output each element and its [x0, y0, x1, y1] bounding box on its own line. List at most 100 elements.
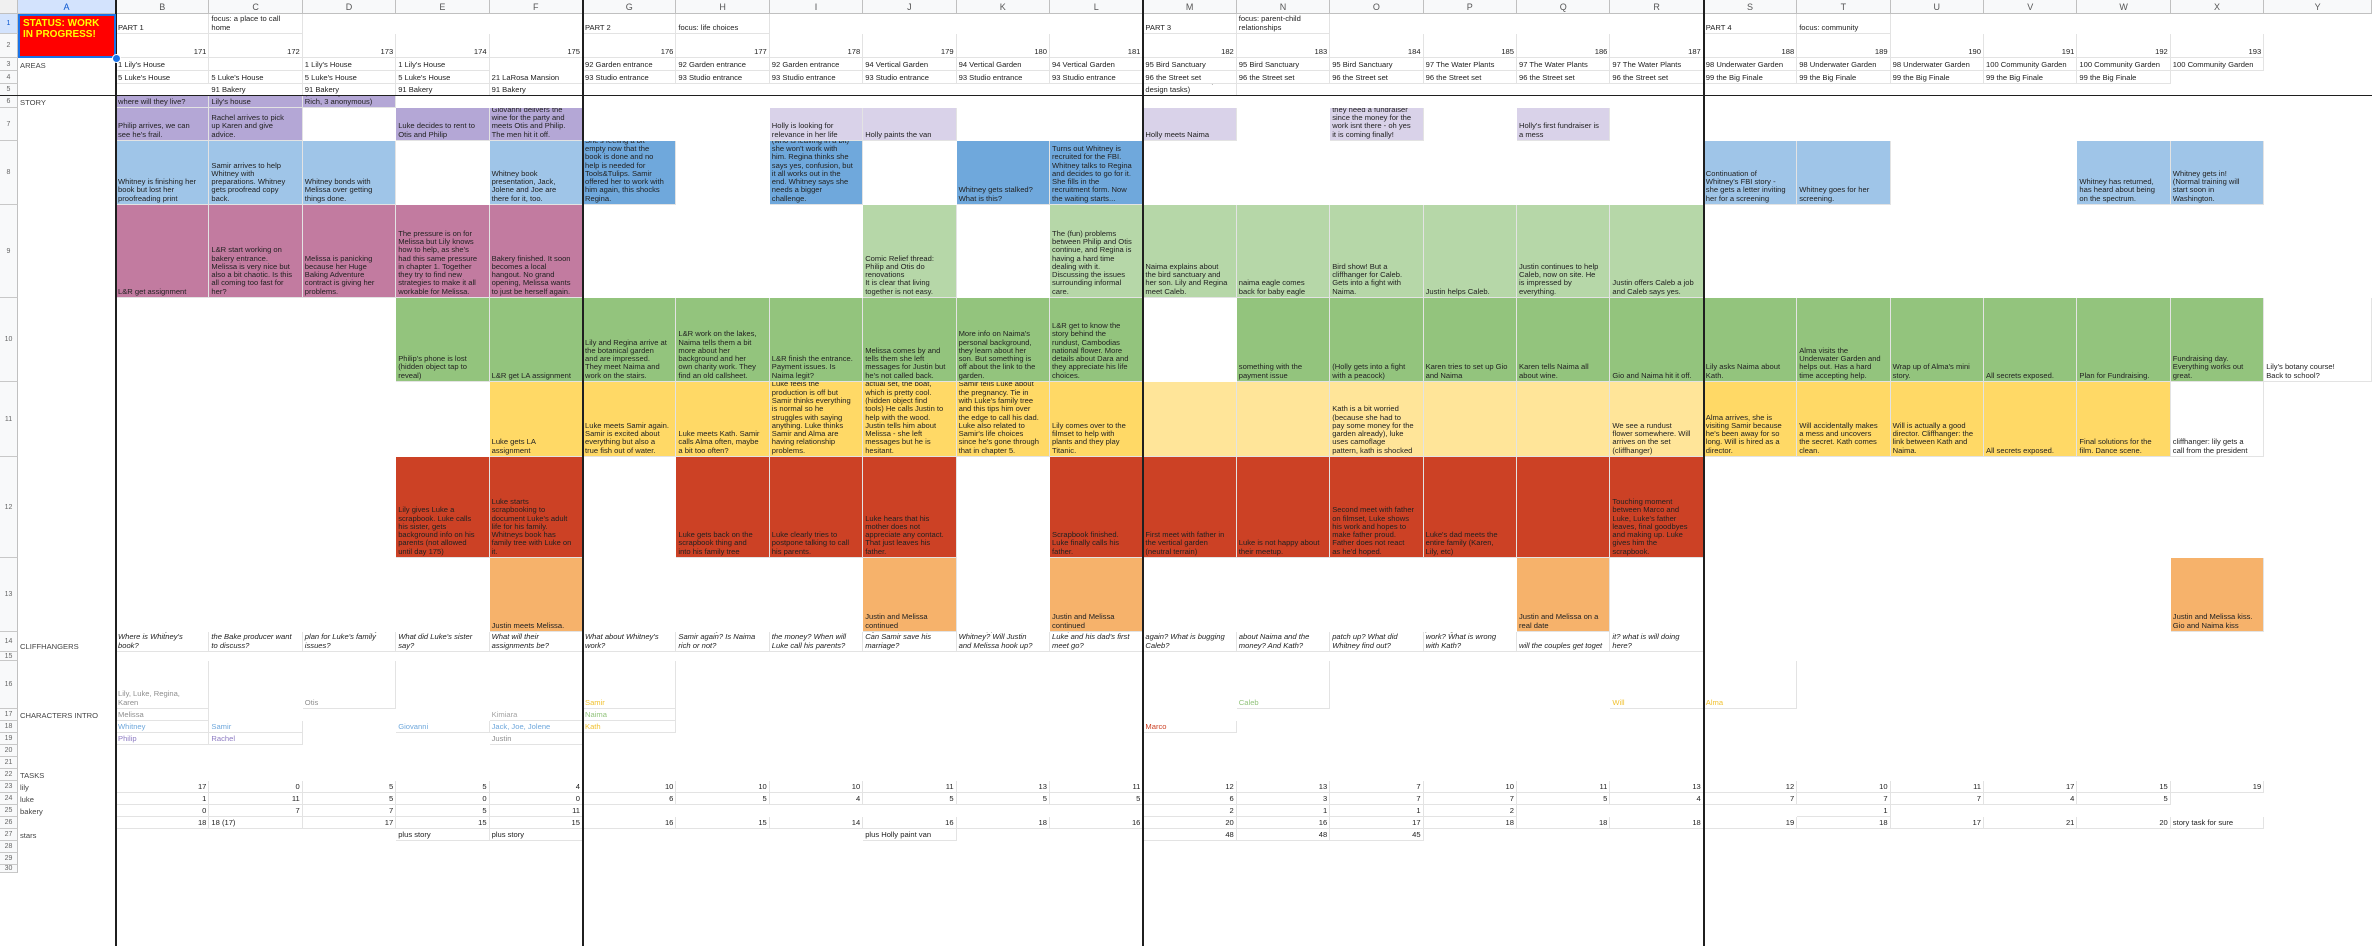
cell-p5[interactable]: 96 the Street set [1423, 71, 1517, 84]
cell-x24[interactable]: 19 [2170, 781, 2265, 793]
cell-f13[interactable]: Luke starts scrapbooking to document Luk… [489, 457, 583, 558]
cell-t9[interactable]: Whitney goes for her screening. [1797, 141, 1891, 205]
cell-f20[interactable]: Justin [489, 733, 583, 745]
cell-v4[interactable]: 100 Community Garden [1984, 58, 2078, 71]
row-header-23[interactable]: 23 [0, 781, 18, 793]
cell-d10[interactable]: Melissa is panicking because her Huge Ba… [302, 205, 397, 298]
column-header-w[interactable]: W [2077, 0, 2171, 14]
cell-b9[interactable]: Whitney is finishing her book but lost h… [116, 141, 210, 205]
cell-r3[interactable]: 187 [1610, 34, 1704, 58]
cell-f28[interactable]: plus story [489, 829, 583, 841]
cell-j11[interactable]: Melissa comes by and tells them she left… [863, 298, 957, 382]
cell-n12[interactable] [1236, 382, 1331, 457]
cell-h3[interactable]: 177 [676, 34, 770, 58]
cell-h25[interactable]: 5 [676, 793, 770, 805]
selection-fill-handle[interactable] [112, 54, 121, 63]
cell-c26[interactable]: 7 [209, 805, 303, 817]
cell-o27[interactable]: 17 [1330, 817, 1424, 829]
cell-j27[interactable]: 16 [863, 817, 957, 829]
cell-g25[interactable]: 6 [583, 793, 677, 805]
cell-w12[interactable]: Final solutions for the film. Dance scen… [2077, 382, 2171, 457]
column-header-c[interactable]: C [209, 0, 303, 14]
row-header-3[interactable]: 3 [0, 58, 18, 71]
row-header-21[interactable]: 21 [0, 757, 18, 769]
cell-u5[interactable]: 99 the Big Finale [1890, 71, 1984, 84]
cell-c15[interactable]: What will Luke do with his house? What d… [209, 632, 303, 652]
row-header-19[interactable]: 19 [0, 733, 18, 745]
cell-d4[interactable]: 1 Lily's House [302, 58, 397, 71]
cell-n28[interactable]: 48 [1236, 829, 1331, 841]
cell-x11[interactable]: Fundraising day. Everything works out gr… [2170, 298, 2265, 382]
column-header-u[interactable]: U [1890, 0, 1984, 14]
cell-o10[interactable]: Bird show! But a cliffhanger for Caleb. … [1330, 205, 1424, 298]
cell-f3[interactable]: 175 [489, 34, 583, 58]
cell-k3[interactable]: 180 [956, 34, 1050, 58]
cell-h12[interactable]: Luke meets Kath. Samir calls Alma often,… [676, 382, 770, 457]
cell-e11[interactable]: Philip's phone is lost (hidden object ta… [396, 298, 490, 382]
cell-d27[interactable]: 17 [302, 817, 397, 829]
cell-t25[interactable]: 7 [1797, 793, 1891, 805]
cell-o11[interactable]: (Holly gets into a fight with a peacock) [1330, 298, 1424, 382]
cell-x3[interactable]: 193 [2170, 34, 2265, 58]
cell-l4[interactable]: 94 Vertical Garden [1050, 58, 1144, 71]
cell-l11[interactable]: L&R get to know the story behind the run… [1050, 298, 1144, 382]
cell-i4[interactable]: 92 Garden entrance [769, 58, 864, 71]
cell-i12[interactable]: Luke feels the production is off but Sam… [769, 382, 864, 457]
cell-o3[interactable]: 184 [1330, 34, 1424, 58]
row-header-8[interactable]: 8 [0, 141, 18, 205]
cell-w24[interactable]: 15 [2077, 781, 2171, 793]
cell-e3[interactable]: 174 [396, 34, 490, 58]
cell-x12[interactable]: cliffhanger: lily gets a call from the p… [2170, 382, 2265, 457]
cell-n13[interactable]: Luke is not happy about their meetup. [1236, 457, 1331, 558]
cell-e10[interactable]: The pressure is on for Melissa but Lily … [396, 205, 490, 298]
cell-f9[interactable]: Whitney book presentation, Jack, Jolene … [489, 141, 583, 205]
cell-o5[interactable]: 96 the Street set [1330, 71, 1424, 84]
cell-o8[interactable]: Holly decides to start doing fundraisers… [1330, 108, 1424, 141]
column-header-o[interactable]: O [1330, 0, 1424, 14]
column-header-i[interactable]: I [769, 0, 864, 14]
cell-p25[interactable]: 7 [1423, 793, 1517, 805]
cell-e19[interactable]: Giovanni [396, 721, 490, 733]
cell-m27[interactable]: 20 [1143, 817, 1237, 829]
cell-j14[interactable]: Justin and Melissa continued [863, 558, 957, 632]
cell-j15[interactable]: Will Justin and Melissa get together? Ho… [863, 632, 957, 652]
cell-j8[interactable]: Holly paints the van [863, 108, 957, 141]
cell-r17[interactable]: Will [1610, 661, 1704, 709]
cell-r27[interactable]: 18 [1610, 817, 1704, 829]
cell-f15[interactable]: What will their assignments be? [489, 632, 583, 652]
cell-f10[interactable]: Bakery finished. It soon becomes a local… [489, 205, 583, 298]
cell-d3[interactable]: 173 [302, 34, 397, 58]
cell-n3[interactable]: 183 [1236, 34, 1331, 58]
cell-q11[interactable]: Karen tells Naima all about wine. [1517, 298, 1611, 382]
cell-h13[interactable]: Luke gets back on the scrapbook thing an… [676, 457, 770, 558]
cell-w11[interactable]: Plan for Fundraising. [2077, 298, 2171, 382]
cell-e26[interactable]: 5 [396, 805, 490, 817]
row-header-16[interactable]: 16 [0, 661, 18, 709]
cell-q4[interactable]: 97 The Water Plants [1517, 58, 1611, 71]
cell-m13[interactable]: First meet with father in the vertical g… [1143, 457, 1237, 558]
cell-v27[interactable]: 21 [1984, 817, 2078, 829]
cell-k24[interactable]: 13 [956, 781, 1050, 793]
cell-l12[interactable]: Lily comes over to the filmset to help w… [1050, 382, 1144, 457]
cell-m10[interactable]: Naima explains about the bird sanctuary … [1143, 205, 1237, 298]
row-header-14[interactable]: 14 [0, 632, 18, 652]
cell-t11[interactable]: Alma visits the Underwater Garden and he… [1797, 298, 1891, 382]
cell-d26[interactable]: 7 [302, 805, 397, 817]
cell-g5[interactable]: 93 Studio entrance [583, 71, 677, 84]
cell-s12[interactable]: Alma arrives, she is visiting Samir beca… [1703, 382, 1798, 457]
row-header-4[interactable]: 4 [0, 71, 18, 84]
cell-j10[interactable]: Comic Relief thread: Philip and Otis do … [863, 205, 957, 298]
cell-g18[interactable]: Naima [583, 709, 677, 721]
column-header-t[interactable]: T [1797, 0, 1891, 14]
cell-r13[interactable]: Touching moment between Marco and Luke, … [1610, 457, 1704, 558]
cell-v24[interactable]: 17 [1984, 781, 2078, 793]
cell-g9[interactable]: Whitney visits L&R. She's feeling a bit … [583, 141, 677, 205]
cell-k25[interactable]: 5 [956, 793, 1050, 805]
cell-p12[interactable] [1423, 382, 1517, 457]
cell-s25[interactable]: 7 [1703, 793, 1798, 805]
cell-k27[interactable]: 18 [956, 817, 1050, 829]
cell-w27[interactable]: 20 [2077, 817, 2171, 829]
cell-o15[interactable]: Will Caleb and Naima patch up? What did … [1330, 632, 1424, 652]
row-header-10[interactable]: 10 [0, 298, 18, 382]
